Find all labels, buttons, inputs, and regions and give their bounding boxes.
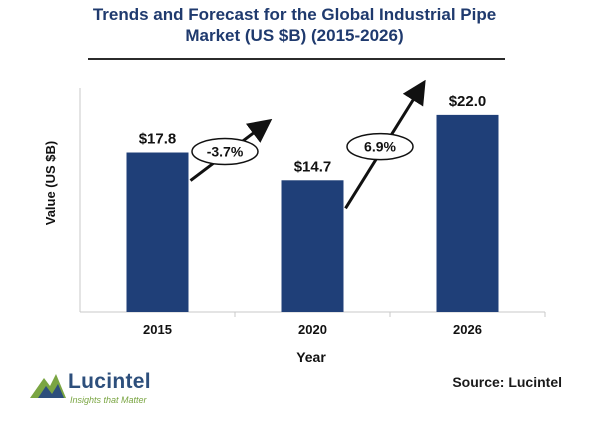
logo-name: Lucintel	[68, 370, 151, 393]
bar-2020	[281, 180, 344, 312]
value-label-2015: $17.8	[139, 131, 177, 148]
value-label-2020: $14.7	[294, 158, 332, 175]
y-axis-label: Value (US $B)	[43, 141, 58, 226]
source-note: Source: Lucintel	[452, 374, 562, 390]
x-axis-label: Year	[296, 349, 326, 365]
growth-rate-label-1: -3.7%	[207, 144, 244, 160]
lucintel-logo: Lucintel Insights that Matter	[28, 368, 168, 412]
x-tick-label-2015: 2015	[143, 322, 172, 337]
title-underline	[88, 58, 505, 60]
logo-tagline: Insights that Matter	[70, 395, 147, 405]
growth-callout-2	[346, 132, 414, 161]
bar-2026	[436, 114, 499, 312]
growth-rate-label-2: 6.9%	[364, 139, 396, 155]
plot-area: $17.8 2015 $14.7 2020 $22.0 2026 -3.7% 6.9%	[79, 79, 546, 337]
chart-title: Trends and Forecast for the Global Indus…	[0, 4, 589, 46]
chart-title-line-1: Trends and Forecast for the Global Indus…	[92, 5, 497, 24]
x-tick-label-2026: 2026	[453, 322, 482, 337]
mountain-logo-icon	[30, 374, 66, 398]
chart-title-line-2: Market (US $B) (2015-2026)	[185, 26, 404, 45]
bar-2015	[126, 152, 189, 312]
x-tick-label-2020: 2020	[298, 322, 327, 337]
value-label-2026: $22.0	[449, 93, 487, 110]
growth-callout-1	[191, 137, 259, 166]
